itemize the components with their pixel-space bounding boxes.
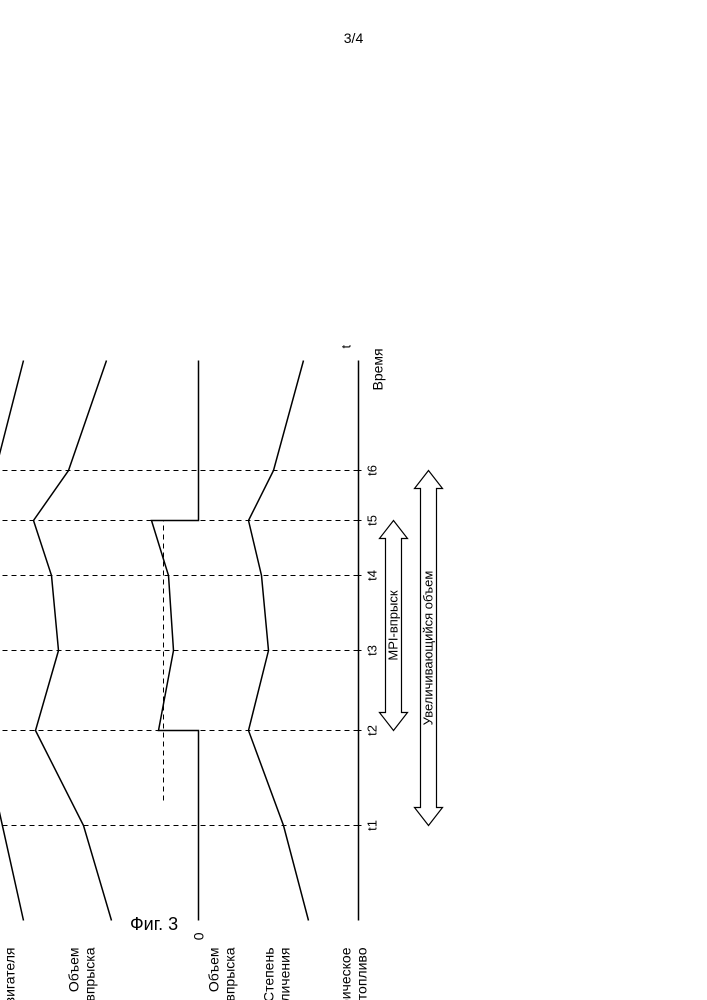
zero-label: 0 xyxy=(191,932,207,940)
baseline-label: Стехиометрическоесоотношение воздух-топл… xyxy=(338,947,370,1000)
arrow-label: MPI-впрыск xyxy=(386,590,401,660)
tick-t4: t4 xyxy=(365,570,380,581)
tick-t1: t1 xyxy=(365,820,380,831)
arrow-label: Увеличивающийся объем xyxy=(421,571,436,726)
figure-caption: Фиг. 3 xyxy=(130,914,178,934)
series-Крутящий момент двигателя xyxy=(0,361,24,921)
tick-t6: t6 xyxy=(365,465,380,476)
series-Объем MPI-впрыска xyxy=(152,361,199,921)
series-Объем GID-впрыска xyxy=(34,361,112,921)
series-label: ОбъемMPI-впрыска xyxy=(206,947,238,1000)
series-label: ОбъемGID-впрыска xyxy=(66,947,98,1000)
tick-t2: t2 xyxy=(365,725,380,736)
timing-diagram: t Время t1 t2 t3 t4 t5 t6 Крутящий моментдвигате… xyxy=(0,0,707,1000)
tick-t3: t3 xyxy=(365,645,380,656)
series-Степень увеличения xyxy=(249,361,309,921)
axis-unit: t xyxy=(339,345,354,349)
series-label: Степеньувеличения xyxy=(261,948,293,1000)
tick-t5: t5 xyxy=(365,515,380,526)
axis-title: Время xyxy=(370,348,386,390)
series-label: Крутящий моментдвигателя xyxy=(0,947,18,1000)
